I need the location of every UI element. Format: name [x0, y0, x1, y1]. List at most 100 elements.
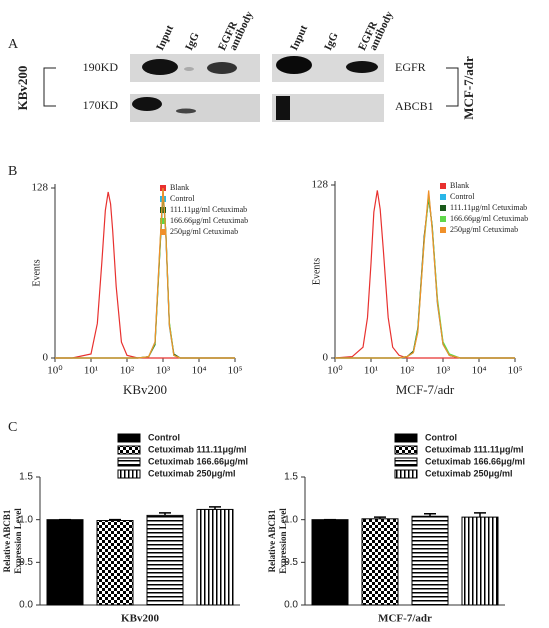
y-tick-label: 0.0	[284, 600, 298, 611]
legend-label: 111.11μg/ml Cetuximab	[450, 203, 527, 212]
protein-label: ABCB1	[395, 99, 434, 113]
legend-label: Cetuximab 111.11μg/ml	[425, 444, 524, 454]
legend-swatch	[160, 218, 166, 224]
x-tick-label: 10³	[156, 365, 171, 377]
legend-swatch	[394, 469, 418, 479]
protein-label: EGFR	[395, 60, 426, 74]
y-axis-label: Relative ABCB1	[2, 509, 12, 572]
legend-label: Control	[170, 194, 195, 203]
legend-swatch	[160, 207, 166, 213]
legend-swatch	[440, 216, 446, 222]
error-bar	[159, 512, 171, 516]
y-tick-label: 0.5	[19, 557, 33, 568]
bar	[146, 514, 184, 606]
bar	[411, 515, 449, 606]
legend-swatch	[440, 183, 446, 189]
legend-swatch	[440, 205, 446, 211]
lane-label: IgG	[183, 30, 202, 52]
legend-label: Cetuximab 111.11μg/ml	[148, 444, 247, 454]
error-bar	[109, 518, 121, 521]
x-tick-label: 10²	[120, 365, 135, 377]
lane-label: Input	[154, 23, 176, 52]
lane-label: IgG	[322, 30, 341, 52]
bar	[311, 519, 349, 606]
legend-swatch	[117, 469, 141, 479]
blot-images	[130, 54, 384, 122]
error-bar	[209, 506, 221, 510]
y-axis-label: Events	[31, 259, 42, 286]
bar	[46, 519, 84, 606]
x-tick-label: 10⁴	[192, 365, 207, 377]
histogram-line	[55, 187, 235, 359]
x-tick-label: 10²	[400, 365, 415, 377]
y-tick-label: 1.5	[284, 472, 298, 483]
legend-label: Control	[148, 432, 180, 442]
legend-label: 250μg/ml Cetuximab	[170, 227, 238, 236]
x-tick-label: 10¹	[364, 365, 378, 377]
legend-label: 166.66μg/ml Cetuximab	[450, 214, 528, 223]
y-axis-label: Events	[311, 258, 322, 285]
legend-label: Control	[450, 192, 475, 201]
y-tick-label: 1.0	[284, 514, 298, 525]
panel-label: A	[8, 37, 19, 52]
legend-swatch	[117, 433, 141, 443]
bar	[96, 520, 134, 606]
y-axis-label: Expression Level	[13, 508, 23, 574]
panel-label: B	[8, 164, 17, 179]
x-tick-label: 10¹	[84, 365, 98, 377]
legend-label: 250μg/ml Cetuximab	[450, 225, 518, 234]
x-tick-label: 10⁰	[47, 365, 63, 377]
error-bar	[374, 516, 386, 519]
x-axis-label: MCF-7/adr	[378, 613, 432, 625]
legend-swatch	[440, 194, 446, 200]
legend-label: Blank	[170, 183, 189, 192]
y-tick-label: 0.5	[284, 557, 298, 568]
y-tick-label: 128	[32, 182, 49, 194]
marker-label: 170KD	[83, 98, 119, 112]
x-axis-label: MCF-7/adr	[396, 382, 455, 397]
y-tick-label: 128	[312, 179, 329, 191]
legend-label: Cetuximab 166.66μg/ml	[425, 456, 525, 466]
legend-swatch	[117, 445, 141, 455]
y-tick-label: 0	[43, 352, 49, 364]
histogram-line	[335, 190, 515, 359]
bar	[361, 518, 399, 606]
bar	[196, 508, 234, 606]
lane-label: Input	[288, 23, 310, 52]
legend-label: Cetuximab 166.66μg/ml	[148, 456, 248, 466]
y-tick-label: 0.0	[19, 600, 33, 611]
legend-label: Cetuximab 250μg/ml	[425, 468, 513, 478]
legend-label: 111.11μg/ml Cetuximab	[170, 205, 247, 214]
x-axis-label: KBv200	[123, 382, 167, 397]
y-axis-label: Expression Level	[278, 508, 288, 574]
marker-label: 190KD	[83, 60, 119, 74]
legend-label: Control	[425, 432, 457, 442]
y-axis-label: Relative ABCB1	[267, 509, 277, 572]
histogram-line	[55, 189, 235, 359]
legend-swatch	[394, 457, 418, 467]
histogram-line	[334, 190, 515, 359]
blot-brackets	[43, 67, 459, 107]
legend-label: Blank	[450, 181, 469, 190]
legend-label: 166.66μg/ml Cetuximab	[170, 216, 248, 225]
legend-swatch	[117, 457, 141, 467]
error-bar	[424, 512, 436, 517]
legend-swatch	[394, 433, 418, 443]
histogram-line	[55, 191, 235, 359]
panel-label: C	[8, 420, 17, 435]
legend-swatch	[394, 445, 418, 455]
x-tick-label: 10⁵	[508, 365, 523, 377]
cell-line-label: MCF-7/adr	[461, 56, 476, 120]
x-tick-label: 10⁰	[327, 365, 343, 377]
x-axis-label: KBv200	[121, 613, 159, 625]
x-tick-label: 10³	[436, 365, 451, 377]
x-tick-label: 10⁵	[228, 365, 243, 377]
bar	[461, 516, 499, 606]
error-bar	[474, 512, 486, 518]
cell-line-label: KBv200	[15, 66, 30, 111]
y-tick-label: 1.0	[19, 514, 33, 525]
legend-swatch	[440, 227, 446, 233]
legend-swatch	[160, 229, 166, 235]
legend-label: Cetuximab 250μg/ml	[148, 468, 236, 478]
